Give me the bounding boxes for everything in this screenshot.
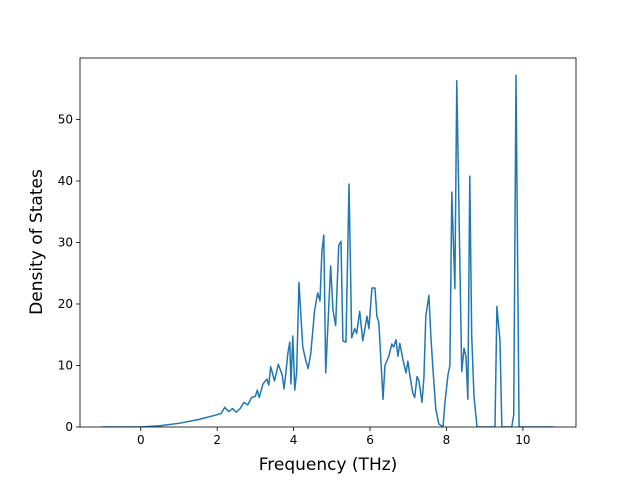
y-axis-title: Density of States <box>27 169 47 315</box>
y-tick-label: 20 <box>58 297 73 311</box>
y-tick-label: 50 <box>58 113 73 127</box>
x-tick-label: 2 <box>213 433 221 447</box>
x-tick-label: 4 <box>290 433 298 447</box>
y-tick-label: 0 <box>65 420 73 434</box>
x-tick-label: 8 <box>443 433 451 447</box>
y-tick-label: 40 <box>58 174 73 188</box>
x-tick-label: 10 <box>515 433 530 447</box>
x-tick-label: 0 <box>137 433 145 447</box>
y-tick-label: 30 <box>58 236 73 250</box>
x-axis-title: Frequency (THz) <box>259 455 398 475</box>
y-tick-label: 10 <box>58 359 73 373</box>
plot-frame <box>79 57 577 428</box>
data-line <box>102 74 554 427</box>
x-tick-label: 6 <box>366 433 374 447</box>
